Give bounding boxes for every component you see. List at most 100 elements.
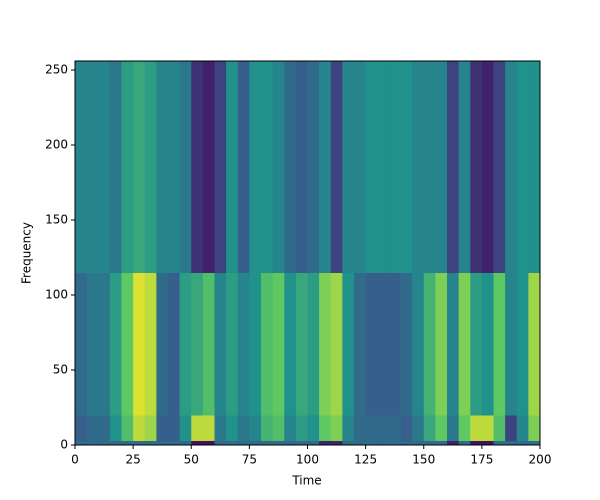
heatmap-cell [179, 440, 192, 446]
heatmap-cell [249, 272, 262, 416]
heatmap-cell [330, 415, 343, 441]
heatmap-cell [156, 440, 169, 446]
heatmap-cell [435, 272, 448, 416]
heatmap-cell [481, 440, 494, 446]
heatmap-cell [237, 415, 250, 441]
heatmap-cell [505, 440, 518, 446]
y-tick-label: 250 [45, 63, 68, 77]
heatmap-cell [109, 415, 122, 441]
heatmap-cell [261, 61, 274, 273]
heatmap-cell [516, 440, 529, 446]
heatmap-cell [447, 272, 460, 416]
heatmap-cell [109, 61, 122, 273]
heatmap-cell [377, 61, 390, 273]
heatmap-cell [528, 272, 541, 416]
heatmap-cell [528, 61, 541, 273]
heatmap-cell [284, 440, 297, 446]
y-tick-label: 100 [45, 288, 68, 302]
heatmap-cell [226, 61, 239, 273]
heatmap-cell [295, 61, 308, 273]
x-tick-label: 100 [296, 453, 319, 467]
heatmap-cell [179, 415, 192, 441]
heatmap-cell [179, 272, 192, 416]
heatmap-cell [400, 61, 413, 273]
heatmap-cell [133, 415, 146, 441]
heatmap-cell [388, 272, 401, 416]
heatmap-cell [516, 61, 529, 273]
heatmap-cell [133, 61, 146, 273]
heatmap-cell [493, 415, 506, 441]
heatmap-cell [226, 415, 239, 441]
heatmap-cell [249, 61, 262, 273]
heatmap-cell [75, 415, 88, 441]
heatmap-cell [354, 272, 367, 416]
heatmap-cell [249, 440, 262, 446]
heatmap-cell [272, 415, 285, 441]
heatmap-cell [505, 415, 518, 441]
heatmap-cell [388, 415, 401, 441]
heatmap-cell [202, 61, 215, 273]
heatmap-cell [121, 61, 134, 273]
heatmap-cell [400, 272, 413, 416]
heatmap-cell [284, 61, 297, 273]
x-tick-label: 150 [412, 453, 435, 467]
heatmap-cell [528, 440, 541, 446]
heatmap-cell [261, 440, 274, 446]
heatmap-cell [237, 272, 250, 416]
heatmap-cell [435, 440, 448, 446]
heatmap-cell [505, 61, 518, 273]
heatmap-cell [214, 61, 227, 273]
heatmap-cell [121, 272, 134, 416]
heatmap-cell [412, 440, 425, 446]
heatmap-cell [516, 415, 529, 441]
heatmap-cell [412, 272, 425, 416]
heatmap-cell [470, 272, 483, 416]
heatmap-cell [481, 61, 494, 273]
heatmap-cell [121, 415, 134, 441]
heatmap-cell [342, 440, 355, 446]
heatmap-cell [75, 272, 88, 416]
y-tick-label: 150 [45, 213, 68, 227]
heatmap-cell [179, 61, 192, 273]
heatmap-cell [98, 440, 111, 446]
y-axis-label: Frequency [20, 222, 34, 284]
heatmap-cell [377, 415, 390, 441]
heatmap-cell [342, 61, 355, 273]
x-axis-label: Time [291, 474, 321, 488]
heatmap-cell [86, 272, 99, 416]
heatmap-cell [435, 61, 448, 273]
heatmap-cell [214, 440, 227, 446]
heatmap-cell [423, 272, 436, 416]
heatmap-cell [133, 272, 146, 416]
heatmap-cell [307, 61, 320, 273]
heatmap-cell [505, 272, 518, 416]
heatmap-cell [365, 415, 378, 441]
heatmap-cell [75, 440, 88, 446]
heatmap-cell [261, 272, 274, 416]
heatmap-cell [388, 440, 401, 446]
y-tick-label: 200 [45, 138, 68, 152]
heatmap-cell [365, 272, 378, 416]
heatmap-cell [400, 415, 413, 441]
heatmap-cell [144, 272, 157, 416]
heatmap-cell [156, 415, 169, 441]
heatmap-cell [470, 440, 483, 446]
heatmap-cell [458, 415, 471, 441]
heatmap-cell [191, 272, 204, 416]
heatmap-cell [214, 415, 227, 441]
heatmap-cell [493, 440, 506, 446]
heatmap-cell [470, 415, 483, 441]
heatmap-cell [447, 415, 460, 441]
heatmap-cell [202, 440, 215, 446]
heatmap-cell [156, 272, 169, 416]
heatmap-cell [295, 440, 308, 446]
heatmap-cell [365, 440, 378, 446]
heatmap-cell [330, 440, 343, 446]
y-tick-label: 50 [53, 363, 68, 377]
heatmap-cell [191, 440, 204, 446]
heatmap-cell [133, 440, 146, 446]
heatmap-cell [493, 61, 506, 273]
heatmap-cell [481, 415, 494, 441]
heatmap-cell [377, 440, 390, 446]
